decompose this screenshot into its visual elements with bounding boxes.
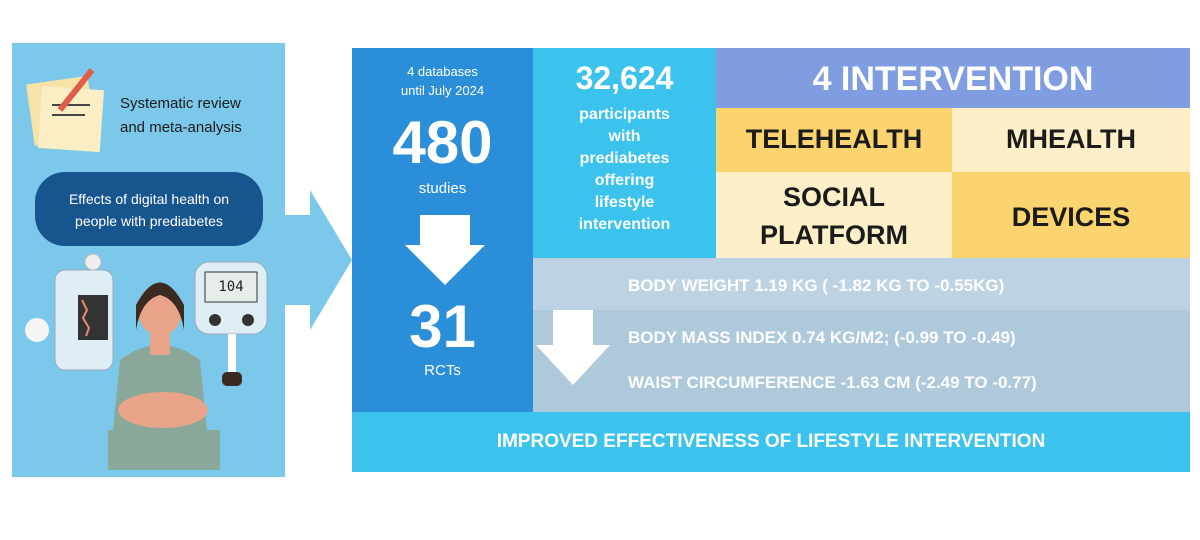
outcome: BODY MASS INDEX 0.74 KG/M2; (-0.99 TO -0… — [628, 328, 1016, 347]
notes-icon — [26, 68, 105, 153]
intervention: MHEALTH — [1006, 124, 1136, 154]
line: 4 databases — [407, 64, 478, 79]
left-subtitle: Effects of digital health on people with… — [35, 188, 263, 232]
big-arrow — [285, 190, 352, 330]
line: with — [608, 128, 641, 145]
meter-reading: 104 — [218, 279, 244, 295]
line: lifestyle — [594, 194, 655, 211]
subtitle-pill — [35, 172, 263, 246]
intervention-header — [716, 48, 1190, 108]
studies-count: 480 — [392, 109, 493, 176]
intervention: SOCIAL PLATFORM — [716, 178, 952, 254]
line: Systematic review — [120, 95, 241, 112]
participants-count: 32,624 — [575, 60, 674, 96]
conclusion-bar — [352, 412, 1190, 472]
cell — [952, 108, 1190, 172]
participants-label: participants with prediabetes offering l… — [533, 104, 716, 236]
line: offering — [594, 172, 655, 189]
rcts-count: 31 — [409, 293, 476, 360]
outcome-row — [533, 258, 1190, 310]
line: people with prediabetes — [75, 213, 223, 229]
line: participants — [579, 106, 670, 123]
cell — [952, 172, 1190, 258]
outcome-row — [533, 310, 1190, 412]
line: PLATFORM — [760, 220, 908, 250]
cell — [716, 108, 952, 172]
line: intervention — [578, 216, 671, 233]
line: until July 2024 — [400, 83, 485, 98]
studies-note: 4 databases until July 2024 — [352, 62, 533, 100]
conclusion: IMPROVED EFFECTIVENESS OF LIFESTYLE INTE… — [496, 431, 1046, 452]
outcome: WAIST CIRCUMFERENCE -1.63 CM (-2.49 TO -… — [628, 373, 1037, 392]
line: Effects of digital health on — [68, 191, 230, 207]
cell — [716, 172, 952, 258]
studies-label: studies — [418, 180, 467, 197]
intervention-title: 4 INTERVENTION — [812, 60, 1094, 98]
outcome: BODY WEIGHT 1.19 KG ( -1.82 KG TO -0.55K… — [628, 276, 1005, 295]
intervention: DEVICES — [1011, 202, 1131, 232]
rcts-label: RCTs — [424, 362, 461, 379]
intervention: TELEHEALTH — [745, 124, 923, 154]
down-arrow — [405, 215, 485, 285]
line: prediabetes — [579, 150, 670, 167]
illustration — [25, 253, 268, 470]
left-title: Systematic review and meta-analysis — [120, 92, 242, 140]
down-arrow — [536, 310, 610, 385]
participants-panel — [533, 48, 716, 258]
line: and meta-analysis — [120, 119, 242, 136]
line: SOCIAL — [782, 182, 885, 212]
